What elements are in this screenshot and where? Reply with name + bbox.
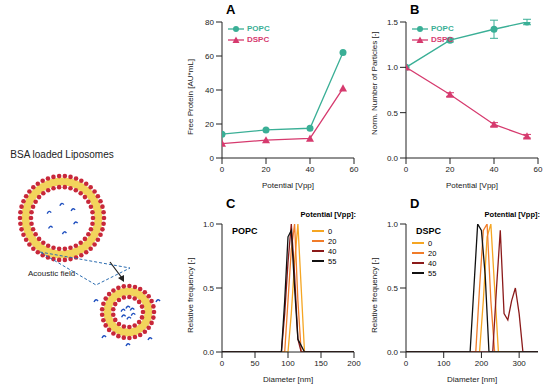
svg-text:100: 100 (437, 359, 451, 368)
html-text:0: 0 (428, 238, 433, 248)
svg-text:0.5: 0.5 (387, 109, 399, 118)
html-text:40: 40 (328, 246, 337, 256)
svg-text:200: 200 (347, 359, 361, 368)
svg-text:0: 0 (210, 154, 215, 163)
svg-text:Acoustic field: Acoustic field (28, 269, 75, 278)
svg-text:200: 200 (475, 359, 489, 368)
svg-text:0.0: 0.0 (203, 348, 215, 357)
html-text:20: 20 (428, 248, 437, 258)
svg-text:Diameter [nm]: Diameter [nm] (263, 375, 313, 384)
html-text:A: A (226, 2, 236, 17)
svg-text:0: 0 (220, 165, 225, 174)
html-text:20: 20 (328, 236, 337, 246)
svg-text:Potential [Vpp]: Potential [Vpp] (446, 181, 498, 190)
html-text:C: C (226, 196, 236, 211)
svg-text:1.0: 1.0 (387, 63, 399, 72)
html-text:POPC: POPC (431, 24, 454, 33)
svg-text:Potential [Vpp]: Potential [Vpp] (262, 181, 314, 190)
html-text:POPC: POPC (232, 226, 258, 236)
svg-text:1.5: 1.5 (387, 18, 399, 27)
svg-text:100: 100 (281, 359, 295, 368)
html-text:40: 40 (428, 258, 437, 268)
html-text:B: B (410, 2, 420, 17)
svg-text:0: 0 (404, 359, 409, 368)
html-text:DSPC: DSPC (416, 226, 441, 236)
svg-text:150: 150 (314, 359, 328, 368)
svg-text:300: 300 (512, 359, 526, 368)
svg-text:Free Protein [AU*mL]: Free Protein [AU*mL] (186, 59, 195, 135)
html-text:Potential [Vpp]:: Potential [Vpp]: (300, 210, 356, 219)
svg-text:1.0: 1.0 (387, 220, 399, 229)
svg-text:0.0: 0.0 (387, 154, 399, 163)
svg-text:20: 20 (262, 165, 271, 174)
svg-text:Diameter [nm]: Diameter [nm] (447, 375, 497, 384)
svg-text:60: 60 (534, 165, 543, 174)
svg-text:50: 50 (251, 359, 260, 368)
svg-text:Norm. Number of Particles [-]: Norm. Number of Particles [-] (370, 31, 379, 135)
html-text:D: D (410, 196, 420, 211)
svg-text:0.5: 0.5 (203, 284, 215, 293)
svg-text:20: 20 (446, 165, 455, 174)
html-text:DSPC: DSPC (247, 35, 270, 44)
svg-text:40: 40 (306, 165, 315, 174)
svg-text:60: 60 (350, 165, 359, 174)
html-text:DSPC: DSPC (431, 35, 454, 44)
svg-text:0.5: 0.5 (387, 284, 399, 293)
svg-text:20: 20 (205, 120, 214, 129)
html-text:55: 55 (328, 256, 337, 266)
svg-text:Relative frequency [-]: Relative frequency [-] (370, 257, 379, 333)
svg-text:1.0: 1.0 (203, 220, 215, 229)
html-text:0: 0 (328, 226, 333, 236)
svg-text:Relative frequency [-]: Relative frequency [-] (186, 257, 195, 333)
svg-text:60: 60 (205, 52, 214, 61)
svg-text:40: 40 (205, 86, 214, 95)
svg-text:0: 0 (404, 165, 409, 174)
svg-text:BSA loaded Liposomes: BSA loaded Liposomes (10, 149, 113, 160)
svg-text:0.0: 0.0 (387, 348, 399, 357)
html-text:55: 55 (428, 268, 437, 278)
html-text:POPC: POPC (247, 24, 270, 33)
svg-text:40: 40 (490, 165, 499, 174)
svg-text:0: 0 (220, 359, 225, 368)
html-text:Potential [Vpp]:: Potential [Vpp]: (484, 210, 540, 219)
svg-text:80: 80 (205, 18, 214, 27)
